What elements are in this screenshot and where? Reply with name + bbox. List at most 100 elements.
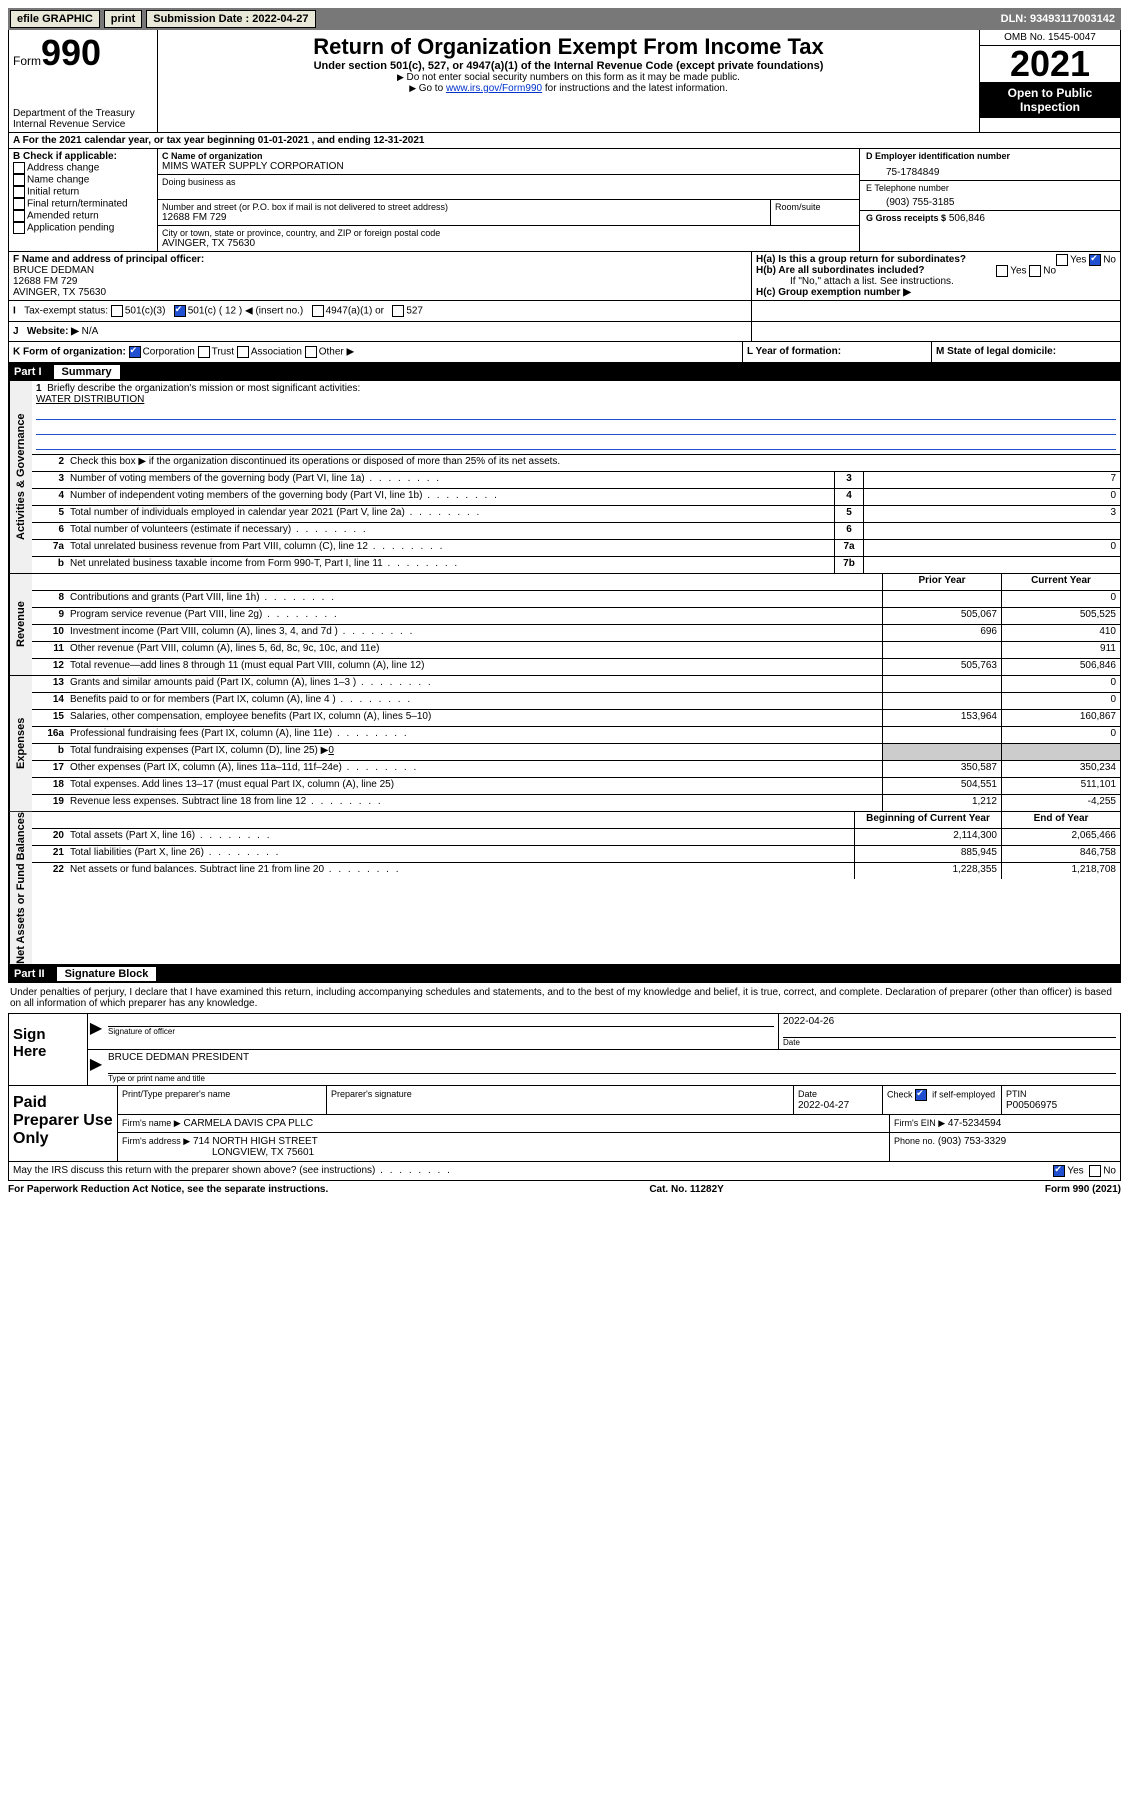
goto-note: Go to www.irs.gov/Form990 for instructio… — [162, 83, 975, 94]
val-line7b — [863, 557, 1120, 573]
chk-ha-no[interactable] — [1089, 254, 1101, 266]
officer-print-name: BRUCE DEDMAN PRESIDENT — [108, 1052, 249, 1063]
val-20-begin: 2,114,300 — [854, 829, 1001, 845]
val-line3: 7 — [863, 472, 1120, 488]
ptin: P00506975 — [1006, 1100, 1057, 1111]
val-20-end: 2,065,466 — [1001, 829, 1120, 845]
chk-501c[interactable] — [174, 305, 186, 317]
val-21-end: 846,758 — [1001, 846, 1120, 862]
chk-corp[interactable] — [129, 346, 141, 358]
form990-link[interactable]: www.irs.gov/Form990 — [446, 83, 542, 94]
chk-discuss-no[interactable] — [1089, 1165, 1101, 1177]
chk-trust[interactable] — [198, 346, 210, 358]
val-line5: 3 — [863, 506, 1120, 522]
part-ii-header: Part II Signature Block — [8, 965, 1121, 983]
firm-address2: LONGVIEW, TX 75601 — [122, 1147, 314, 1158]
org-street: 12688 FM 729 — [162, 212, 766, 223]
val-14-prior — [882, 693, 1001, 709]
form-subtitle: Under section 501(c), 527, or 4947(a)(1)… — [162, 60, 975, 72]
row-j: J Website: ▶ N/A — [8, 322, 1121, 342]
chk-initial-return[interactable] — [13, 186, 25, 198]
block-f-h: F Name and address of principal officer:… — [8, 252, 1121, 301]
ein: 75-1784849 — [866, 161, 1114, 178]
part-i-header: Part I Summary — [8, 363, 1121, 381]
firm-name: CARMELA DAVIS CPA PLLC — [183, 1118, 313, 1129]
section-expenses: Expenses 13Grants and similar amounts pa… — [8, 676, 1121, 812]
firm-address1: 714 NORTH HIGH STREET — [193, 1136, 318, 1147]
gross-receipts: 506,846 — [949, 213, 985, 224]
chk-ha-yes[interactable] — [1056, 254, 1068, 266]
mission: WATER DISTRIBUTION — [36, 394, 144, 405]
officer-name: BRUCE DEDMAN — [13, 265, 747, 276]
chk-final-return[interactable] — [13, 198, 25, 210]
paid-preparer-block: Paid Preparer Use Only Print/Type prepar… — [8, 1086, 1121, 1162]
tab-net-assets: Net Assets or Fund Balances — [9, 812, 32, 964]
chk-4947[interactable] — [312, 305, 324, 317]
val-12-prior: 505,763 — [882, 659, 1001, 675]
may-discuss-row: May the IRS discuss this return with the… — [8, 1162, 1121, 1181]
block-bcd: B Check if applicable: Address change Na… — [8, 149, 1121, 252]
telephone: (903) 755-3185 — [866, 193, 1114, 208]
submission-date: Submission Date : 2022-04-27 — [146, 10, 315, 28]
val-21-begin: 885,945 — [854, 846, 1001, 862]
perjury-declaration: Under penalties of perjury, I declare th… — [8, 983, 1121, 1014]
chk-501c3[interactable] — [111, 305, 123, 317]
tax-year: 2021 — [980, 46, 1120, 82]
officer-street: 12688 FM 729 — [13, 276, 747, 287]
row-a-tax-year: A For the 2021 calendar year, or tax yea… — [8, 133, 1121, 149]
box-b: B Check if applicable: Address change Na… — [9, 149, 158, 251]
paperwork-notice: For Paperwork Reduction Act Notice, see … — [8, 1184, 328, 1195]
chk-other[interactable] — [305, 346, 317, 358]
chk-application-pending[interactable] — [13, 222, 25, 234]
val-line6 — [863, 523, 1120, 539]
val-11-cur: 911 — [1001, 642, 1120, 658]
val-12-cur: 506,846 — [1001, 659, 1120, 675]
chk-name-change[interactable] — [13, 174, 25, 186]
form-title: Return of Organization Exempt From Incom… — [162, 34, 975, 60]
irs-label: Internal Revenue Service — [13, 119, 153, 130]
chk-assoc[interactable] — [237, 346, 249, 358]
val-line7a: 0 — [863, 540, 1120, 556]
val-10-prior: 696 — [882, 625, 1001, 641]
val-line4: 0 — [863, 489, 1120, 505]
val-16a-prior — [882, 727, 1001, 743]
chk-discuss-yes[interactable] — [1053, 1165, 1065, 1177]
tab-governance: Activities & Governance — [9, 381, 32, 573]
val-18-cur: 511,101 — [1001, 778, 1120, 794]
firm-ein: 47-5234594 — [948, 1118, 1001, 1129]
val-10-cur: 410 — [1001, 625, 1120, 641]
section-net-assets: Net Assets or Fund Balances Beginning of… — [8, 812, 1121, 965]
chk-hb-yes[interactable] — [996, 265, 1008, 277]
form-number: Form990 — [13, 32, 153, 74]
page-footer: For Paperwork Reduction Act Notice, see … — [8, 1181, 1121, 1198]
year-formation: L Year of formation: — [743, 342, 932, 362]
val-13-cur: 0 — [1001, 676, 1120, 692]
website: N/A — [82, 326, 99, 337]
row-i: I Tax-exempt status: 501(c)(3) 501(c) ( … — [8, 301, 1121, 322]
val-19-cur: -4,255 — [1001, 795, 1120, 811]
open-to-public: Open to PublicInspection — [980, 82, 1120, 118]
form-990-footer: Form 990 (2021) — [1045, 1184, 1121, 1195]
val-19-prior: 1,212 — [882, 795, 1001, 811]
arrow-icon: ▶ — [88, 1050, 104, 1085]
print-button[interactable]: print — [104, 10, 142, 28]
org-name: MIMS WATER SUPPLY CORPORATION — [162, 161, 855, 172]
chk-self-employed[interactable] — [915, 1089, 927, 1101]
tab-revenue: Revenue — [9, 574, 32, 675]
officer-city: AVINGER, TX 75630 — [13, 287, 747, 298]
preparer-date: 2022-04-27 — [798, 1100, 849, 1111]
section-revenue: Revenue Prior YearCurrent Year 8Contribu… — [8, 574, 1121, 676]
val-9-prior: 505,067 — [882, 608, 1001, 624]
chk-527[interactable] — [392, 305, 404, 317]
dept-treasury: Department of the Treasury — [13, 108, 153, 119]
val-9-cur: 505,525 — [1001, 608, 1120, 624]
org-city: AVINGER, TX 75630 — [162, 238, 855, 249]
chk-hb-no[interactable] — [1029, 265, 1041, 277]
firm-phone: (903) 753-3329 — [938, 1136, 1006, 1147]
state-domicile: M State of legal domicile: — [932, 342, 1120, 362]
val-22-end: 1,218,708 — [1001, 863, 1120, 879]
chk-amended[interactable] — [13, 210, 25, 222]
room-suite-label: Room/suite — [771, 200, 859, 225]
dln: DLN: 93493117003142 — [1001, 13, 1119, 25]
chk-address-change[interactable] — [13, 162, 25, 174]
